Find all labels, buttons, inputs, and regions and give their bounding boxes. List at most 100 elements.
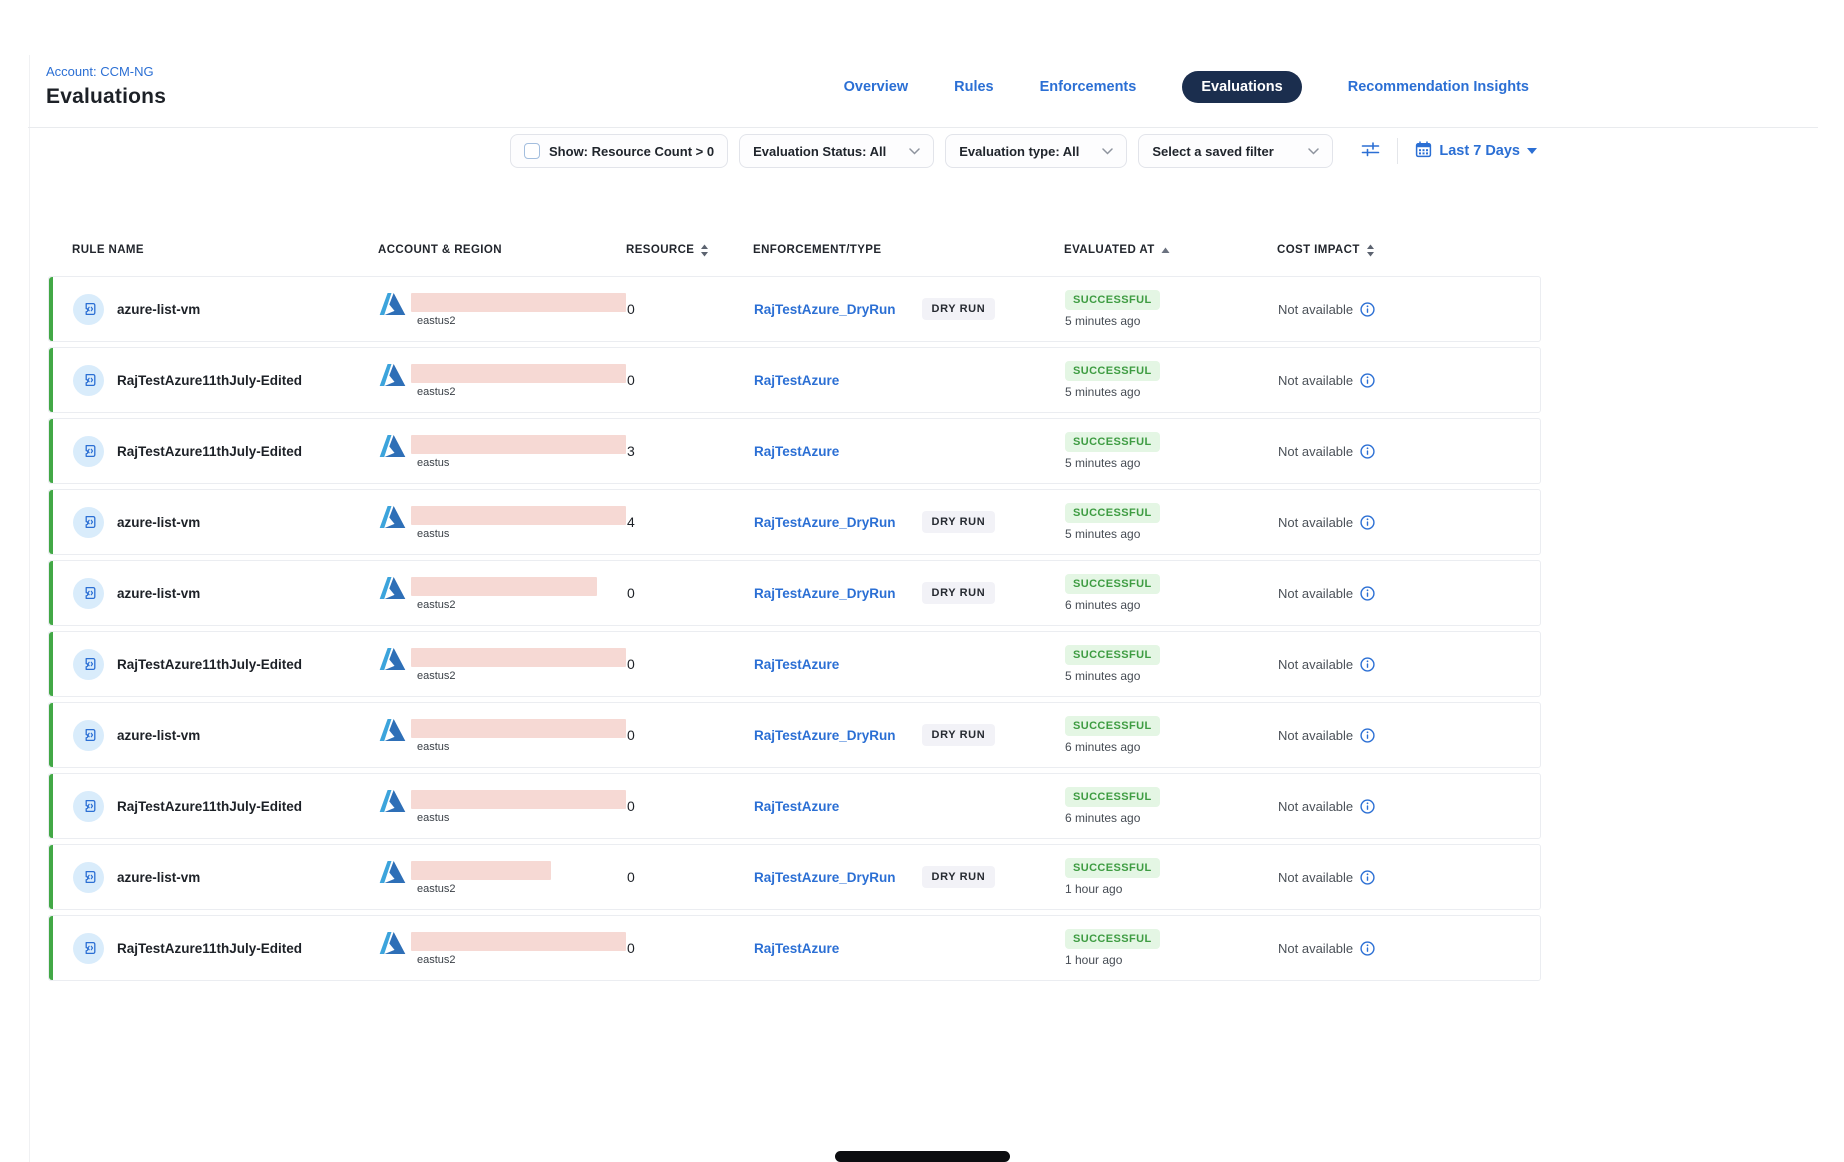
azure-icon [379, 931, 406, 960]
info-icon[interactable] [1360, 586, 1375, 601]
info-icon[interactable] [1360, 444, 1375, 459]
rule-name: RajTestAzure11thJuly-Edited [117, 444, 302, 459]
rule-name: azure-list-vm [117, 586, 200, 601]
dry-run-badge: DRY RUN [922, 866, 996, 888]
info-icon[interactable] [1360, 799, 1375, 814]
column-account-region: ACCOUNT & REGION [378, 244, 626, 256]
info-icon[interactable] [1360, 728, 1375, 743]
table-row[interactable]: RajTestAzure11thJuly-Edited eastus2 0 Ra… [48, 915, 1541, 981]
table-row[interactable]: RajTestAzure11thJuly-Edited eastus 0 Raj… [48, 773, 1541, 839]
resource-count-checkbox[interactable] [524, 143, 540, 159]
region-label: eastus2 [417, 954, 626, 966]
date-range-picker[interactable]: Last 7 Days [1415, 141, 1537, 162]
redacted-account-bar [411, 506, 626, 525]
sort-icon[interactable] [1366, 244, 1375, 257]
code-rule-icon [73, 933, 104, 964]
column-evaluated-at[interactable]: EVALUATED AT [1064, 244, 1277, 256]
status-badge: SUCCESSFUL [1065, 716, 1160, 736]
resource-count: 0 [627, 798, 754, 814]
rule-name: azure-list-vm [117, 302, 200, 317]
breadcrumb-account-link[interactable]: Account: CCM-NG [46, 64, 154, 79]
rule-name: RajTestAzure11thJuly-Edited [117, 941, 302, 956]
azure-icon [379, 647, 406, 676]
tab-enforcements[interactable]: Enforcements [1040, 79, 1137, 95]
status-badge: SUCCESSFUL [1065, 858, 1160, 878]
evaluation-status-select[interactable]: Evaluation Status: All [739, 134, 934, 168]
enforcement-link[interactable]: RajTestAzure [754, 941, 839, 956]
status-badge: SUCCESSFUL [1065, 645, 1160, 665]
evaluated-time: 5 minutes ago [1065, 314, 1140, 328]
table-row[interactable]: RajTestAzure11thJuly-Edited eastus2 0 Ra… [48, 631, 1541, 697]
sort-ascending-icon[interactable] [1161, 247, 1170, 254]
region-label: eastus2 [417, 315, 626, 327]
table-row[interactable]: azure-list-vm eastus2 0 RajTestAzure_Dry… [48, 844, 1541, 910]
sort-icon[interactable] [700, 244, 709, 257]
tab-overview[interactable]: Overview [844, 79, 909, 95]
column-enforcement-type: ENFORCEMENT/TYPE [753, 244, 1064, 256]
enforcement-link[interactable]: RajTestAzure_DryRun [754, 728, 896, 743]
info-icon[interactable] [1360, 941, 1375, 956]
resource-count: 0 [627, 372, 754, 388]
evaluation-type-select[interactable]: Evaluation type: All [945, 134, 1127, 168]
dry-run-badge: DRY RUN [922, 582, 996, 604]
info-icon[interactable] [1360, 302, 1375, 317]
column-rule-name: RULE NAME [72, 244, 378, 256]
column-resource[interactable]: RESOURCE [626, 244, 753, 257]
enforcement-link[interactable]: RajTestAzure [754, 799, 839, 814]
evaluated-time: 6 minutes ago [1065, 811, 1140, 825]
rule-name: RajTestAzure11thJuly-Edited [117, 373, 302, 388]
table-row[interactable]: RajTestAzure11thJuly-Edited eastus2 0 Ra… [48, 347, 1541, 413]
resource-count-filter[interactable]: Show: Resource Count > 0 [510, 134, 728, 168]
info-icon[interactable] [1360, 870, 1375, 885]
table-row[interactable]: azure-list-vm eastus 0 RajTestAzure_DryR… [48, 702, 1541, 768]
code-rule-icon [73, 791, 104, 822]
enforcement-link[interactable]: RajTestAzure [754, 373, 839, 388]
code-rule-icon [73, 578, 104, 609]
table-row[interactable]: azure-list-vm eastus2 0 RajTestAzure_Dry… [48, 560, 1541, 626]
table-row[interactable]: azure-list-vm eastus 4 RajTestAzure_DryR… [48, 489, 1541, 555]
chevron-down-icon [1308, 148, 1319, 155]
table-row[interactable]: azure-list-vm eastus2 0 RajTestAzure_Dry… [48, 276, 1541, 342]
tab-recommendation-insights[interactable]: Recommendation Insights [1348, 79, 1529, 95]
redacted-account-bar [411, 435, 626, 454]
evaluated-time: 1 hour ago [1065, 953, 1122, 967]
tab-rules[interactable]: Rules [954, 79, 994, 95]
table-row[interactable]: RajTestAzure11thJuly-Edited eastus 3 Raj… [48, 418, 1541, 484]
resource-count: 0 [627, 869, 754, 885]
redacted-account-bar [411, 790, 626, 809]
region-label: eastus [417, 457, 626, 469]
evaluated-time: 6 minutes ago [1065, 740, 1140, 754]
enforcement-link[interactable]: RajTestAzure [754, 657, 839, 672]
cost-impact-value: Not available [1278, 586, 1353, 601]
evaluation-status-value: Evaluation Status: All [753, 144, 886, 159]
saved-filter-select[interactable]: Select a saved filter [1138, 134, 1333, 168]
enforcement-link[interactable]: RajTestAzure_DryRun [754, 870, 896, 885]
status-badge: SUCCESSFUL [1065, 787, 1160, 807]
evaluated-time: 5 minutes ago [1065, 527, 1140, 541]
column-cost-impact[interactable]: COST IMPACT [1277, 244, 1541, 257]
cost-impact-value: Not available [1278, 728, 1353, 743]
filter-separator [1397, 138, 1398, 164]
status-badge: SUCCESSFUL [1065, 432, 1160, 452]
info-icon[interactable] [1360, 657, 1375, 672]
code-rule-icon [73, 294, 104, 325]
enforcement-link[interactable]: RajTestAzure_DryRun [754, 302, 896, 317]
azure-icon [379, 718, 406, 747]
tab-evaluations[interactable]: Evaluations [1182, 71, 1301, 103]
evaluated-time: 6 minutes ago [1065, 598, 1140, 612]
info-icon[interactable] [1360, 373, 1375, 388]
azure-icon [379, 363, 406, 392]
resource-count: 0 [627, 585, 754, 601]
enforcement-link[interactable]: RajTestAzure_DryRun [754, 586, 896, 601]
cost-impact-value: Not available [1278, 302, 1353, 317]
redacted-account-bar [411, 293, 626, 312]
resource-count: 3 [627, 443, 754, 459]
enforcement-link[interactable]: RajTestAzure [754, 444, 839, 459]
filter-settings-button[interactable] [1361, 141, 1380, 162]
region-label: eastus2 [417, 386, 626, 398]
azure-icon [379, 434, 406, 463]
enforcement-link[interactable]: RajTestAzure_DryRun [754, 515, 896, 530]
info-icon[interactable] [1360, 515, 1375, 530]
sliders-icon [1361, 141, 1380, 162]
chevron-down-icon [909, 148, 920, 155]
